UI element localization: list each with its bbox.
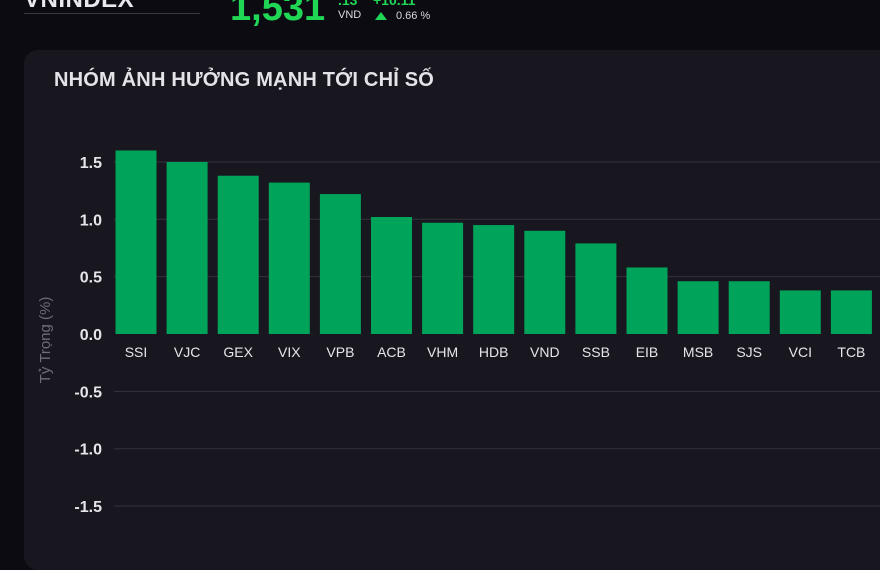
x-tick-label: VJC xyxy=(174,344,200,360)
x-axis-ticks: SSI VJC GEX VIX VPB ACB VHM HDB VND SSB EIB MSB SJS V… xyxy=(125,344,866,360)
x-tick-label: SSB xyxy=(582,344,610,360)
bar-ssb[interactable] xyxy=(575,243,617,334)
y-axis-label: Tỷ Trọng (%) xyxy=(37,297,54,384)
x-tick-label: VCI xyxy=(789,344,812,360)
index-name: VNINDEX xyxy=(24,0,134,14)
bar-vjc[interactable] xyxy=(166,161,208,334)
y-tick-label: -0.5 xyxy=(74,384,102,401)
chart-title: NHÓM ẢNH HƯỞNG MẠNH TỚI CHỈ SỐ xyxy=(54,69,435,91)
index-change-pct: 0.66 % xyxy=(396,10,431,22)
bar-chart: 1.5 1.0 0.5 0.0 -0.5 -1.0 -1.5 SSI VJC GEX VIX VPB… xyxy=(37,150,880,516)
bar-sjs[interactable] xyxy=(728,281,770,334)
bar-vnd[interactable] xyxy=(524,230,566,334)
x-tick-label: VHM xyxy=(427,344,458,360)
bar-vix[interactable] xyxy=(268,182,310,334)
index-header: VNINDEX 1,531 .13 VND +10.11 0.66 % xyxy=(0,0,880,40)
bar-ssi[interactable] xyxy=(115,150,157,334)
up-arrow-icon xyxy=(375,12,387,20)
bar-eib[interactable] xyxy=(626,267,668,334)
x-tick-label: ACB xyxy=(377,344,406,360)
x-tick-label: GEX xyxy=(223,344,253,360)
x-tick-label: VIX xyxy=(278,344,301,360)
bar-hdb[interactable] xyxy=(473,225,515,334)
x-tick-label: SJS xyxy=(736,344,762,360)
x-tick-label: SSI xyxy=(125,344,148,360)
y-tick-label: 0.0 xyxy=(80,327,102,344)
bar-msb[interactable] xyxy=(677,281,719,334)
index-unit: VND xyxy=(338,9,362,21)
chart-panel: NHÓM ẢNH HƯỞNG MẠNH TỚI CHỈ SỐ 1.5 1.0 0.5… xyxy=(24,50,880,570)
y-tick-label: 1.0 xyxy=(80,212,102,229)
y-tick-label: -1.0 xyxy=(74,442,102,459)
index-value: 1,531 xyxy=(230,0,326,29)
x-tick-label: HDB xyxy=(479,344,509,360)
bar-vhm[interactable] xyxy=(422,222,464,334)
y-tick-label: 1.5 xyxy=(80,155,102,172)
x-tick-label: VPB xyxy=(326,344,354,360)
y-tick-label: 0.5 xyxy=(80,270,102,287)
bar-vci[interactable] xyxy=(779,290,821,334)
bar-gex[interactable] xyxy=(217,175,259,334)
x-tick-label: MSB xyxy=(683,344,713,360)
index-underline xyxy=(24,13,200,14)
index-decimal: .13 xyxy=(338,0,358,8)
bar-tcb[interactable] xyxy=(830,290,872,334)
y-axis-ticks: 1.5 1.0 0.5 0.0 -0.5 -1.0 -1.5 xyxy=(74,155,102,516)
bar-acb[interactable] xyxy=(371,217,412,334)
x-tick-label: VND xyxy=(530,344,560,360)
x-tick-label: TCB xyxy=(837,344,865,360)
index-change: +10.11 xyxy=(373,0,416,8)
x-tick-label: EIB xyxy=(636,344,659,360)
bars xyxy=(115,150,872,334)
bar-vpb[interactable] xyxy=(319,194,361,334)
y-tick-label: -1.5 xyxy=(74,499,102,516)
